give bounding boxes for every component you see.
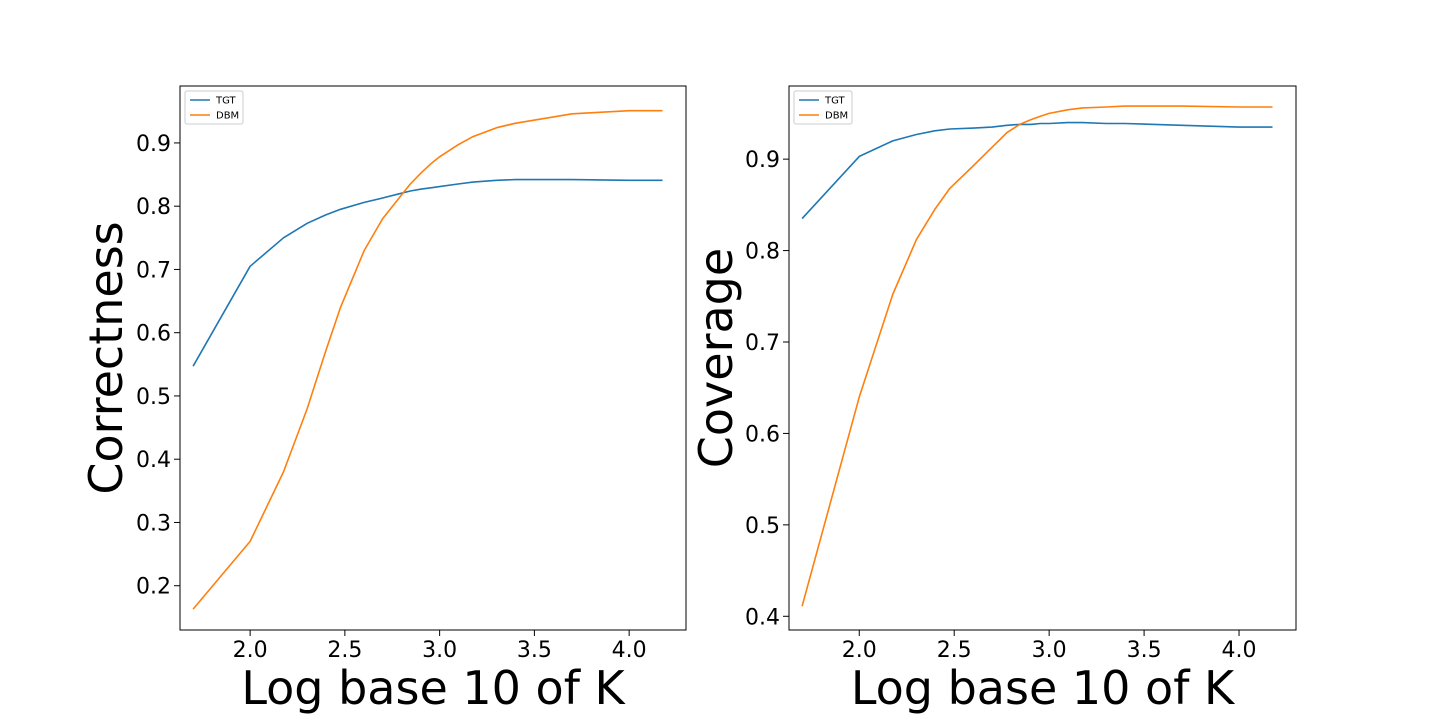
correctness-x-tick-label: 4.0 <box>612 638 647 663</box>
correctness-series-line-dbm <box>192 109 663 610</box>
chart-correctness: 2.0 2.5 3.0 3.5 4.0 0.2 0.3 0.4 0.5 0.6 0.7 0.8 0.9 L… <box>79 85 687 715</box>
coverage-y-tick-label: 0.8 <box>745 240 780 265</box>
coverage-legend-label-dbm: DBM <box>825 111 848 122</box>
correctness-legend: TGT DBM <box>184 90 244 125</box>
correctness-y-tick-label: 0.2 <box>136 575 171 600</box>
coverage-x-tick-label: 2.0 <box>842 638 877 663</box>
coverage-y-tick-label: 0.6 <box>745 422 780 447</box>
correctness-x-tick-label: 2.5 <box>327 638 362 663</box>
coverage-series-line-tgt <box>801 121 1273 220</box>
coverage-x-tick-label: 3.0 <box>1032 638 1067 663</box>
correctness-y-tick-label: 0.9 <box>136 132 171 157</box>
coverage-series-line-dbm <box>801 105 1273 607</box>
coverage-legend: TGT DBM <box>793 90 853 125</box>
coverage-x-tick-label: 3.5 <box>1127 638 1162 663</box>
coverage-y-tick-label: 0.9 <box>745 148 780 173</box>
coverage-axes-frame <box>788 85 1297 631</box>
correctness-x-tick-label: 2.0 <box>233 638 268 663</box>
correctness-x-axis-label: Log base 10 of K <box>241 661 626 715</box>
correctness-x-tick-label: 3.0 <box>422 638 457 663</box>
correctness-y-tick-label: 0.8 <box>136 195 171 220</box>
correctness-axes-frame <box>179 85 687 631</box>
chart-coverage: 2.0 2.5 3.0 3.5 4.0 0.4 0.5 0.6 0.7 0.8 0.9 Log bas… <box>689 85 1297 715</box>
correctness-y-tick-label: 0.3 <box>136 511 171 536</box>
coverage-x-axis-label: Log base 10 of K <box>851 661 1236 715</box>
correctness-legend-label-tgt: TGT <box>215 96 237 107</box>
coverage-x-tick-label: 2.5 <box>937 638 972 663</box>
coverage-y-tick-label: 0.4 <box>745 605 780 630</box>
correctness-series-line-tgt <box>192 178 663 367</box>
correctness-y-tick-label: 0.4 <box>136 448 171 473</box>
coverage-legend-label-tgt: TGT <box>824 96 846 107</box>
coverage-y-tick-label: 0.7 <box>745 331 780 356</box>
coverage-y-tick-label: 0.5 <box>745 514 780 539</box>
coverage-x-tick-label: 4.0 <box>1222 638 1257 663</box>
correctness-x-tick-label: 3.5 <box>517 638 552 663</box>
correctness-y-tick-label: 0.6 <box>136 322 171 347</box>
correctness-y-tick-label: 0.7 <box>136 258 171 283</box>
correctness-y-tick-label: 0.5 <box>136 385 171 410</box>
coverage-y-axis-label: Coverage <box>689 248 743 468</box>
correctness-y-axis-label: Correctness <box>79 221 133 494</box>
correctness-legend-label-dbm: DBM <box>216 111 239 122</box>
